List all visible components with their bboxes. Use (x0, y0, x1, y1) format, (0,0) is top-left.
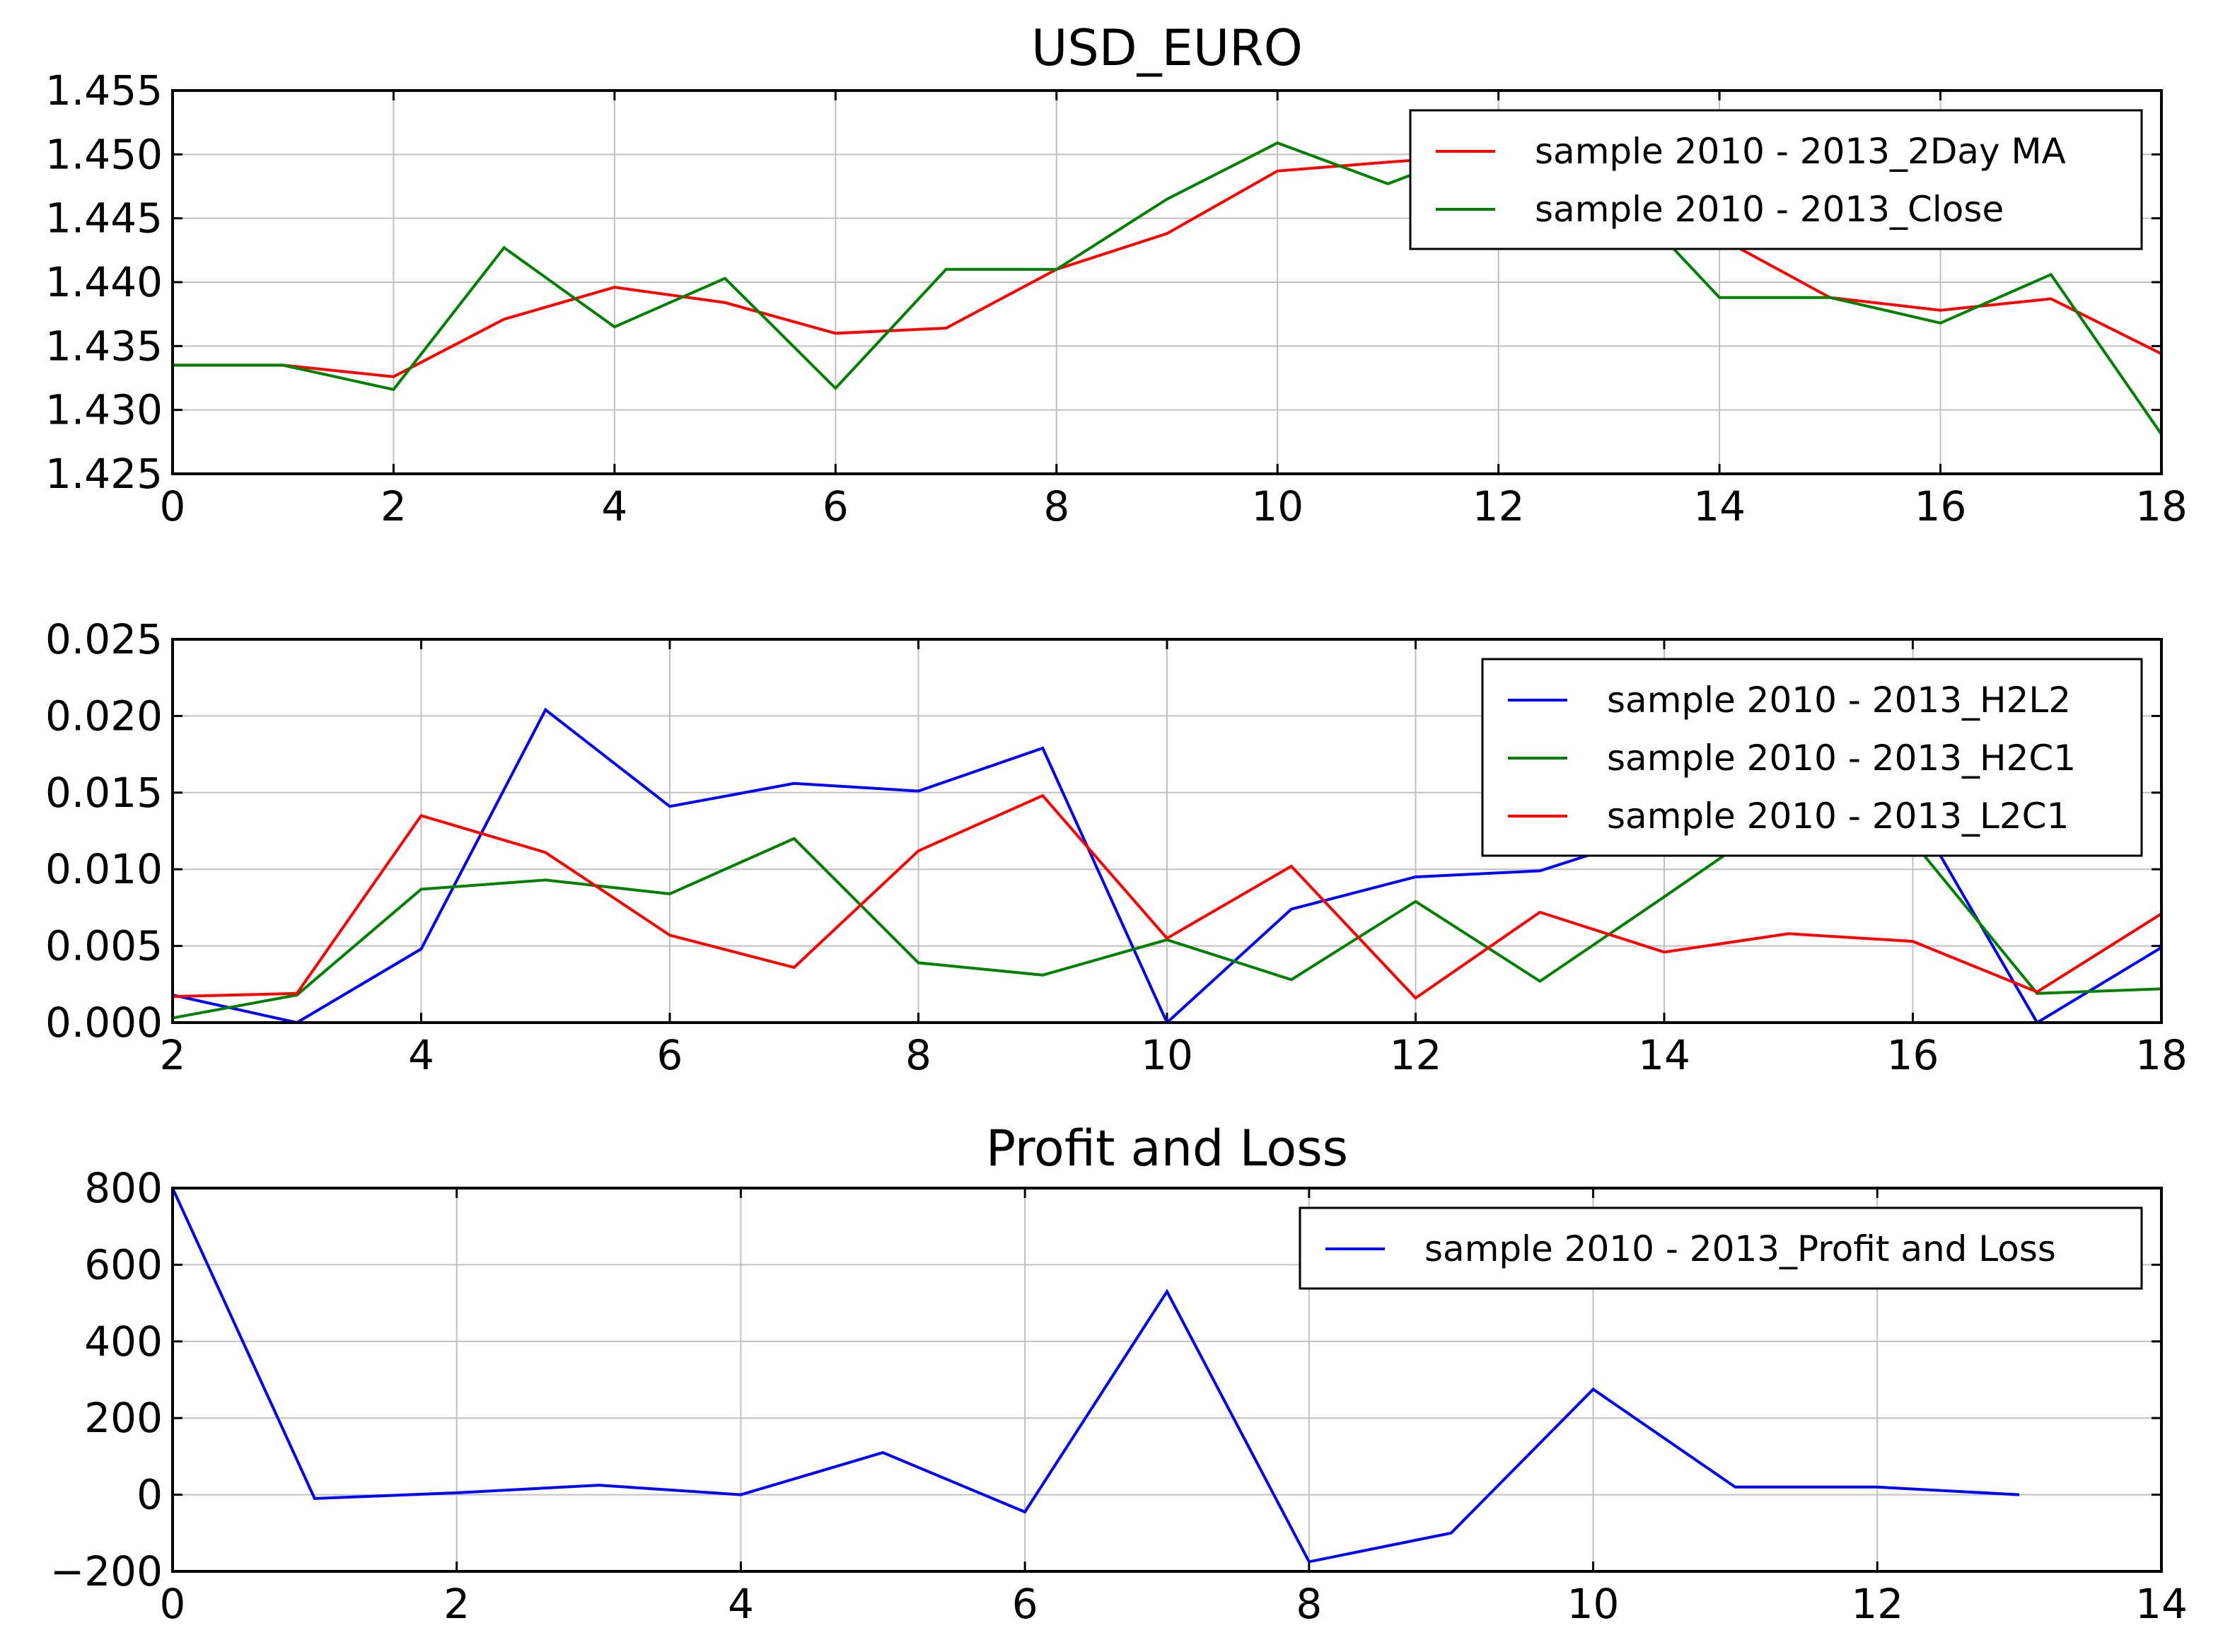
y-tick-label: 0.015 (45, 769, 163, 817)
x-tick-label: 2 (160, 1031, 186, 1079)
legend-label: sample 2010 - 2013_H2L2 (1607, 680, 2071, 721)
x-tick-label: 14 (2135, 1580, 2188, 1628)
legend-label: sample 2010 - 2013_Profit and Loss (1424, 1228, 2056, 1269)
legend-label: sample 2010 - 2013_Close (1535, 189, 2004, 230)
x-tick-label: 18 (2135, 1031, 2188, 1079)
x-tick-label: 2 (443, 1580, 470, 1628)
legend: sample 2010 - 2013_2Day MA sample 2010 - … (1409, 109, 2143, 250)
y-tick-label: 1.450 (45, 130, 163, 178)
y-tick-label: 1.440 (45, 258, 163, 306)
y-tick-label: 600 (84, 1240, 163, 1289)
y-tick-label: 0 (137, 1471, 163, 1519)
x-tick-label: 14 (1693, 482, 1746, 530)
legend-label: sample 2010 - 2013_H2C1 (1607, 738, 2076, 779)
y-tick-label: 1.435 (45, 322, 163, 370)
legend: sample 2010 - 2013_Profit and Loss (1299, 1206, 2143, 1290)
x-tick-label: 16 (1887, 1031, 1939, 1079)
y-tick-label: 200 (84, 1394, 163, 1442)
x-tick-label: 4 (601, 482, 627, 530)
y-tick-label: −200 (50, 1547, 163, 1595)
y-tick-label: 1.455 (45, 66, 163, 115)
legend-box (1409, 109, 2143, 250)
x-tick-label: 10 (1141, 1031, 1193, 1079)
x-tick-label: 0 (160, 482, 186, 530)
x-tick-label: 10 (1567, 1580, 1620, 1628)
x-tick-label: 16 (1915, 482, 1967, 530)
y-tick-label: 0.010 (45, 845, 163, 893)
y-tick-label: 400 (84, 1317, 163, 1366)
x-tick-label: 2 (381, 482, 407, 530)
series-line-1 (173, 140, 2161, 436)
x-tick-label: 10 (1251, 482, 1303, 530)
x-tick-label: 12 (1390, 1031, 1442, 1079)
x-tick-label: 4 (728, 1580, 754, 1628)
y-tick-label: 1.445 (45, 194, 163, 243)
x-tick-label: 14 (1638, 1031, 1690, 1079)
y-tick-label: 0.025 (45, 615, 163, 663)
x-tick-label: 18 (2135, 482, 2188, 530)
legend-box (1481, 658, 2143, 857)
x-tick-label: 12 (1473, 482, 1525, 530)
usd-euro-chart: 0 2 4 6 8 10 12 14 16 18 1.425 1.430 1.435 1.440 1.445… (45, 19, 2188, 530)
axes-frame (171, 638, 2163, 1024)
x-tick-label: 12 (1851, 1580, 1903, 1628)
x-tick-label: 8 (1296, 1580, 1322, 1628)
y-tick-label: 0.000 (45, 999, 163, 1047)
x-tick-label: 6 (657, 1031, 683, 1079)
y-tick-label: 800 (84, 1164, 163, 1212)
y-tick-label: 1.425 (45, 450, 163, 498)
legend-label: sample 2010 - 2013_L2C1 (1607, 796, 2069, 837)
axes-frame (171, 1187, 2163, 1573)
y-tick-label: 1.430 (45, 386, 163, 434)
x-tick-label: 4 (408, 1031, 434, 1079)
legend-box (1299, 1206, 2143, 1290)
y-tick-label: 0.005 (45, 922, 163, 970)
x-tick-label: 8 (1043, 482, 1069, 530)
legend-label: sample 2010 - 2013_2Day MA (1535, 131, 2066, 172)
y-tick-label: 0.020 (45, 692, 163, 740)
chart-title: USD_EURO (1031, 19, 1303, 77)
x-tick-label: 8 (905, 1031, 931, 1079)
x-tick-label: 6 (1012, 1580, 1038, 1628)
x-tick-label: 0 (160, 1580, 186, 1628)
series-line-0 (173, 1188, 2020, 1564)
axes-frame (171, 89, 2163, 475)
chart-title: Profit and Loss (986, 1119, 1348, 1177)
series-line-2 (173, 793, 2161, 1000)
range-chart: 2 4 6 8 10 12 14 16 18 0.000 0.005 0.010 0.015 0.020 0… (45, 615, 2188, 1079)
x-tick-label: 6 (823, 482, 849, 530)
